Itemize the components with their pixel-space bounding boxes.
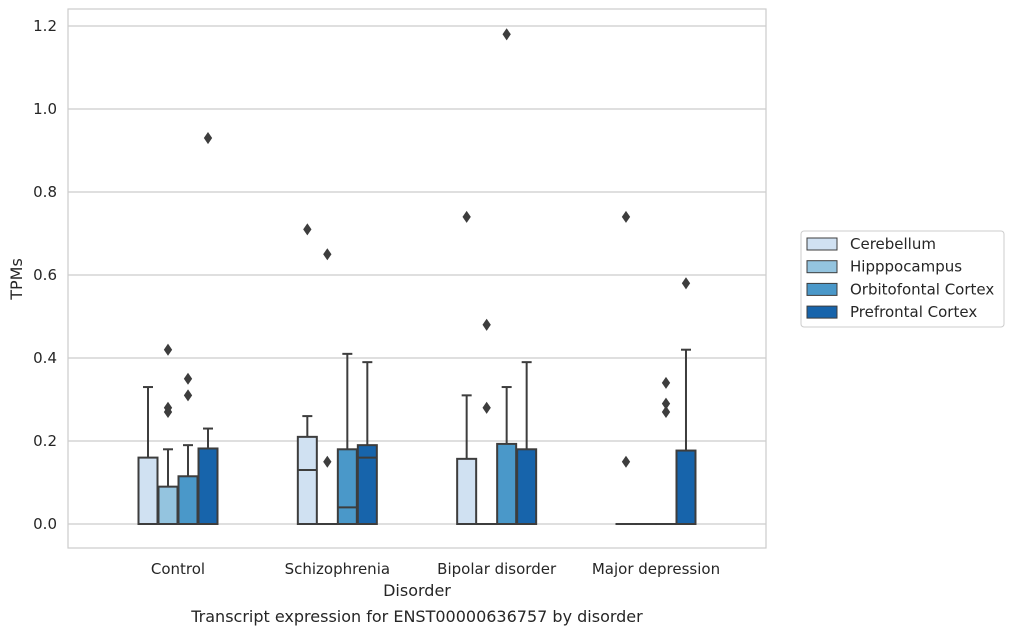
x-tick-label: Schizophrenia [285,560,390,578]
box-body [456,457,478,525]
outlier-point [661,376,671,389]
outlier-point [661,405,671,418]
box-body [336,448,358,525]
y-axis-ticks: 0.0 0.2 0.4 0.6 0.8 1.0 1.2 [33,17,57,533]
y-axis-label: TPMs [7,258,26,301]
legend-swatch [806,282,838,296]
box-body [675,449,697,526]
outlier-point [661,397,671,410]
outlier-point [681,277,691,290]
y-tick-label: 0.2 [33,432,57,450]
legend-label: Orbitofontal Cortex [850,280,994,298]
box-body [197,447,219,525]
chart-caption: Transcript expression for ENST0000063675… [190,607,643,626]
x-axis-ticks: Control Schizophrenia Bipolar disorder Majo… [151,560,720,578]
plot-frame [67,8,767,549]
outlier-point [183,372,193,385]
outlier-point [323,248,332,261]
legend: Cerebellum Hipppocampus Orbitofontal Corte… [800,230,1005,328]
box-body [356,444,378,525]
outlier-point [462,210,471,223]
y-tick-label: 1.2 [33,17,57,35]
y-tick-label: 0.6 [33,266,57,284]
box-series [137,28,697,526]
legend-swatch [806,237,838,251]
outlier-point [323,455,332,468]
outlier-point [482,318,491,331]
box-body [496,442,518,525]
legend-frame [800,230,1005,328]
legend-label: Cerebellum [850,235,936,253]
legend-label: Prefrontal Cortex [850,303,977,321]
y-gridlines [68,25,766,525]
outlier-point [163,343,173,356]
y-tick-label: 0.4 [33,349,57,367]
x-axis-label: Disorder [383,581,451,600]
outlier-point [621,455,631,468]
x-tick-label: Major depression [592,560,720,578]
outlier-point [163,401,173,414]
legend-swatch [806,305,838,319]
y-tick-label: 1.0 [33,100,57,118]
x-tick-label: Control [151,560,205,578]
outlier-point [303,223,312,236]
outlier-point [183,389,193,402]
outlier-point [482,401,491,414]
box-body [157,485,179,525]
box-body [177,475,199,525]
y-tick-label: 0.0 [33,515,57,533]
box-body [516,448,538,525]
outlier-point [502,28,511,41]
outlier-point [203,132,213,145]
legend-swatch [806,260,838,274]
plot-background [68,9,766,548]
box-body [137,456,159,526]
y-tick-label: 0.8 [33,183,57,201]
box-body [296,435,318,526]
x-tick-label: Bipolar disorder [437,560,557,578]
outlier-point [621,210,631,223]
legend-label: Hipppocampus [850,258,962,276]
